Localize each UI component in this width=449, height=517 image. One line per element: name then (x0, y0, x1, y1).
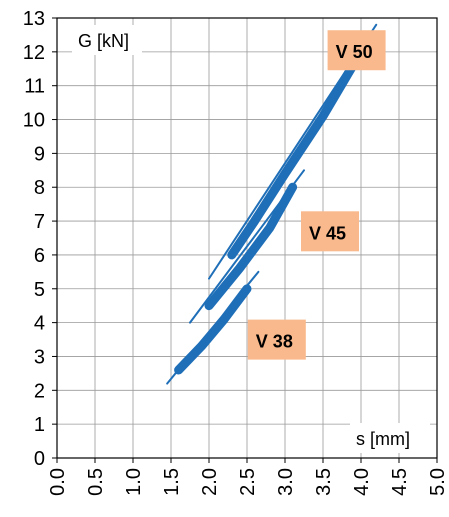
y-tick-label: 7 (34, 211, 45, 233)
y-tick-label: 3 (34, 346, 45, 368)
series-line (227, 47, 366, 260)
y-tick-label: 9 (34, 143, 45, 165)
x-tick-label: 3.5 (313, 468, 335, 496)
y-tick-label: 12 (23, 42, 45, 64)
series-lines (174, 47, 366, 375)
x-tick-label: 2.0 (199, 468, 221, 496)
y-tick-label: 8 (34, 177, 45, 199)
series-label: V 38 (256, 332, 293, 352)
y-tick-label: 5 (34, 279, 45, 301)
series-label-box (327, 30, 386, 71)
x-tick-label: 5.0 (427, 468, 449, 496)
y-tick-label: 11 (24, 76, 45, 98)
x-tick-label: 3.0 (275, 468, 297, 496)
y-tick-label: 4 (34, 313, 45, 335)
x-tick-label: 0.5 (85, 468, 107, 496)
y-tick-label: 0 (34, 448, 45, 470)
series-line (204, 182, 298, 311)
series-label: V 45 (309, 223, 346, 243)
y-axis-label: G [kN] (78, 31, 129, 51)
series-label-box (247, 319, 306, 360)
y-tick-label: 10 (23, 110, 45, 132)
x-tick-label: 1.5 (161, 468, 183, 496)
y-tick-label: 1 (34, 414, 45, 436)
plot-frame (56, 17, 438, 459)
series-label: V 50 (336, 42, 373, 62)
series-labels: V 50 V 45 V 38 (247, 30, 386, 360)
x-tick-labels: 0.0 0.5 1.0 1.5 2.0 2.5 3.0 3.5 4.0 4.5 5.0 (47, 468, 449, 496)
y-tick-label: 2 (34, 380, 45, 402)
y-tick-label: 6 (34, 245, 45, 267)
x-axis-label: s [mm] (356, 429, 410, 449)
series-label-box (301, 211, 359, 252)
x-tick-label: 4.0 (351, 468, 373, 496)
x-tick-label: 2.5 (237, 468, 259, 496)
x-tick-label: 4.5 (389, 468, 411, 496)
y-tick-label: 13 (23, 8, 45, 30)
x-tick-label: 0.0 (47, 468, 69, 496)
y-axis-label-box (72, 25, 142, 55)
series-line (174, 284, 252, 375)
x-axis-label-box (350, 423, 430, 453)
x-tick-label: 1.0 (123, 468, 145, 496)
